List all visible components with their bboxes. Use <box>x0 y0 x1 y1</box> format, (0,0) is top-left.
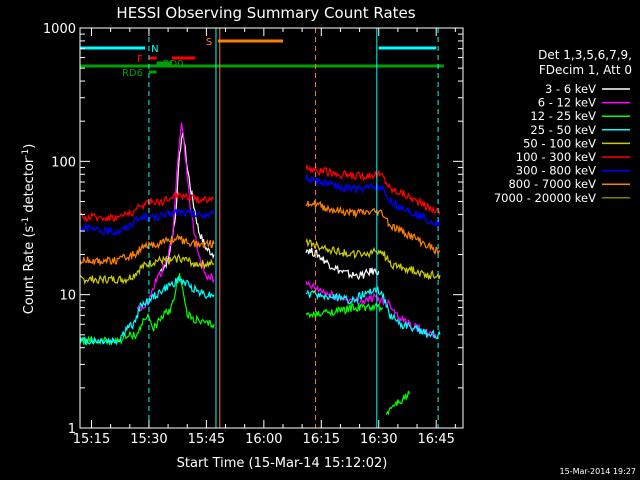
flag-label: RD6 <box>122 68 143 79</box>
y-tick-label: 10 <box>59 289 76 304</box>
x-tick-label: 16:15 <box>303 432 340 447</box>
y-label-part3: ) <box>22 144 37 149</box>
legend-header-line2: FDecim 1, Att 0 <box>539 63 632 77</box>
series-line <box>305 247 380 281</box>
flag-label: S <box>206 37 212 48</box>
y-label-sup2: -1 <box>21 149 31 158</box>
legend-label: 6 - 12 keV <box>538 96 596 110</box>
axes: 15:15 15:30 15:45 16:00 16:15 16:30 16:45 1 10 10… <box>43 22 464 447</box>
x-axis-label: Start Time (15-Mar-14 15:12:02) <box>177 456 388 471</box>
legend-label: 800 - 7000 keV <box>508 177 596 191</box>
footer-date: 15-Mar-2014 19:27 <box>560 467 637 476</box>
legend-label: 3 - 6 keV <box>545 82 596 96</box>
legend-label: 7000 - 20000 keV <box>494 191 596 205</box>
x-tick-label: 16:45 <box>417 432 454 447</box>
series-line <box>305 285 441 340</box>
vertical-markers <box>148 28 439 428</box>
flag-bars: NSFRD0RD6 <box>80 37 444 79</box>
series-line <box>305 164 441 216</box>
x-tick-label: 16:00 <box>245 432 282 447</box>
legend: Det 1,3,5,6,7,9, FDecim 1, Att 0 3 - 6 k… <box>494 48 632 205</box>
series-line <box>79 276 215 346</box>
legend-header-line1: Det 1,3,5,6,7,9, <box>538 48 632 62</box>
series-line <box>305 302 384 319</box>
chart-title: HESSI Observing Summary Count Rates <box>116 4 415 22</box>
legend-label: 12 - 25 keV <box>530 109 596 123</box>
legend-label: 50 - 100 keV <box>523 136 596 150</box>
x-tick-label: 15:15 <box>73 432 110 447</box>
series-line <box>136 122 215 312</box>
legend-label: 25 - 50 keV <box>530 123 596 137</box>
flag-label: F <box>137 54 143 65</box>
flag-label: N <box>151 44 158 55</box>
series-line <box>79 253 215 286</box>
x-tick-label: 15:30 <box>130 432 167 447</box>
x-tick-label: 16:30 <box>360 432 397 447</box>
legend-label: 100 - 300 keV <box>516 150 596 164</box>
series-line <box>79 208 215 237</box>
y-label-sup1: -1 <box>21 217 31 226</box>
data-series <box>79 122 441 416</box>
series-line <box>159 132 215 274</box>
y-tick-label: 100 <box>51 155 76 170</box>
plot-frame <box>79 27 464 429</box>
legend-label: 300 - 800 keV <box>516 164 596 178</box>
series-line <box>79 191 215 223</box>
y-label-part1: Count Rate (s <box>22 226 37 315</box>
y-tick-label: 1 <box>68 422 76 437</box>
series-line <box>305 174 441 227</box>
series-line <box>305 237 441 281</box>
x-tick-label: 15:45 <box>188 432 225 447</box>
y-axis-label: Count Rate (s-1 detector-1) <box>21 144 37 315</box>
y-tick-label: 1000 <box>43 22 76 37</box>
series-line <box>385 390 410 416</box>
y-label-part2: detector <box>22 157 37 217</box>
series-line <box>305 200 441 257</box>
series-line <box>79 233 215 267</box>
